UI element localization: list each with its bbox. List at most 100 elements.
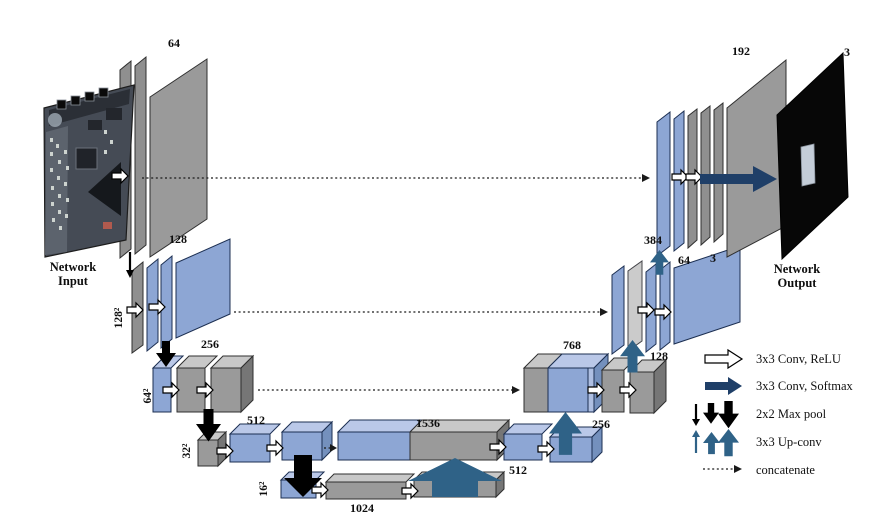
legend-maxpool-label: 2x2 Max pool <box>756 407 827 421</box>
concatenate-arrowhead-icon <box>512 386 520 394</box>
layer-strip <box>673 109 685 253</box>
enc2-channels-label: 128 <box>169 232 187 246</box>
layer-face <box>325 481 407 500</box>
layer-face <box>601 369 625 413</box>
layer-strip <box>656 110 671 258</box>
decoder-block-4 <box>336 418 604 464</box>
encoder-block-2 <box>131 238 231 354</box>
level2-size-label: 128² <box>113 307 125 328</box>
input-caption-line1: Network <box>50 260 97 274</box>
pcb-dark-band <box>49 89 130 126</box>
layer-strip <box>713 101 724 244</box>
legend-upconv-small-icon <box>703 432 720 455</box>
layer-face <box>197 439 219 467</box>
pcb-pads <box>50 130 113 230</box>
pcb-red-component <box>103 222 112 229</box>
concatenate-arrowhead-icon <box>642 174 650 182</box>
pcb-component <box>106 108 122 120</box>
legend-conv-softmax-label: 3x3 Conv, Softmax <box>756 379 854 393</box>
layer-face <box>503 433 543 461</box>
concatenate-arrowhead-icon <box>330 444 337 452</box>
layer-top <box>336 419 424 433</box>
level5-size-label: 16² <box>258 481 270 497</box>
max-pool-arrows <box>126 252 322 497</box>
level3-size-label: 64² <box>142 388 154 404</box>
pcb-chip <box>75 147 98 170</box>
layer-face <box>547 367 589 413</box>
concatenate-arrowhead-icon <box>600 308 608 316</box>
output-caption-line2: Output <box>778 276 818 290</box>
layer-top <box>502 423 554 435</box>
input-caption-line2: Input <box>58 274 89 288</box>
encoder-block-3 <box>151 354 255 414</box>
pcb-connector <box>98 87 109 98</box>
output-channels-label: 3 <box>844 45 850 59</box>
layer-face <box>149 58 208 258</box>
dec4-out-channels-label: 512 <box>509 463 527 477</box>
layer-face <box>629 371 655 414</box>
legend-concatenate-label: concatenate <box>756 463 815 477</box>
dec4-upconv-channels-label: 256 <box>592 417 610 431</box>
bottleneck-channels-label: 1024 <box>350 501 374 515</box>
dec3-out-channels-label: 128 <box>650 349 668 363</box>
legend-concatenate-head-icon <box>734 465 742 473</box>
layer-face <box>337 431 411 461</box>
legend-upconv-large-icon <box>718 429 739 457</box>
legend-upconv-thin-head-icon <box>692 430 700 437</box>
layer-face <box>281 431 323 461</box>
layer-top <box>175 355 219 369</box>
dec4-concat-channels-label: 1536 <box>416 416 440 430</box>
enc4-channels-label: 512 <box>247 413 265 427</box>
dec3-concat-channels-label: 768 <box>563 338 581 352</box>
layer-strip <box>160 254 173 350</box>
legend-conv-relu-icon <box>704 348 744 370</box>
legend-maxpool-small-icon <box>703 403 719 424</box>
enc3-channels-label: 256 <box>201 337 219 351</box>
up-conv-arrows <box>408 250 669 497</box>
layer-face <box>175 238 231 339</box>
pcb-light-streak <box>45 126 68 255</box>
layer-face <box>210 367 242 413</box>
dec2-concat-channels-label: 384 <box>644 233 662 247</box>
layer-face <box>523 367 549 413</box>
network-output-image <box>776 51 849 261</box>
decoder-block-2 <box>611 245 741 355</box>
layer-top <box>324 473 416 483</box>
legend-upconv-label: 3x3 Up-conv <box>756 435 822 449</box>
layer-face <box>409 431 498 461</box>
up-conv-arrow-icon <box>408 458 502 497</box>
skip-layer-strip <box>627 260 643 352</box>
pcb-connector <box>70 95 81 106</box>
legend: 3x3 Conv, ReLU 3x3 Conv, Softmax 2x2 Max… <box>692 348 854 477</box>
pcb-blob <box>48 113 62 127</box>
output-caption-line1: Network <box>774 262 821 276</box>
layer-strip <box>611 265 625 355</box>
level4-size-label: 32² <box>181 443 193 459</box>
output-defect-region <box>800 143 816 187</box>
dec1-concat-channels-label: 192 <box>732 44 750 58</box>
decoder-block-1 <box>656 58 787 258</box>
legend-conv-relu-label: 3x3 Conv, ReLU <box>756 352 841 366</box>
max-pool-arrow-icon <box>284 455 322 497</box>
conv-softmax-arrow-icon <box>700 166 777 192</box>
layer-face <box>726 58 787 258</box>
layer-face <box>673 245 741 345</box>
pcb-connector <box>84 91 95 102</box>
dec2-out-channels-label: 64 <box>678 253 690 267</box>
enc1-channels-label: 64 <box>168 36 180 50</box>
dec2-final-channels-label: 3 <box>710 251 716 265</box>
legend-maxpool-large-icon <box>718 401 739 429</box>
pcb-connector <box>56 99 67 110</box>
skip-connections <box>142 174 650 452</box>
max-pool-arrowhead-icon <box>126 270 134 278</box>
layer-face <box>229 433 271 463</box>
decoder-block-3 <box>522 352 668 415</box>
channel-labels: 64 128 256 512 1024 1536 512 256 768 128… <box>168 36 850 515</box>
legend-conv-softmax-icon <box>705 377 742 395</box>
layer-face <box>152 367 172 413</box>
captions: Network Input Network Output <box>50 260 821 290</box>
pcb-component <box>88 120 102 130</box>
layer-strip <box>134 55 147 256</box>
